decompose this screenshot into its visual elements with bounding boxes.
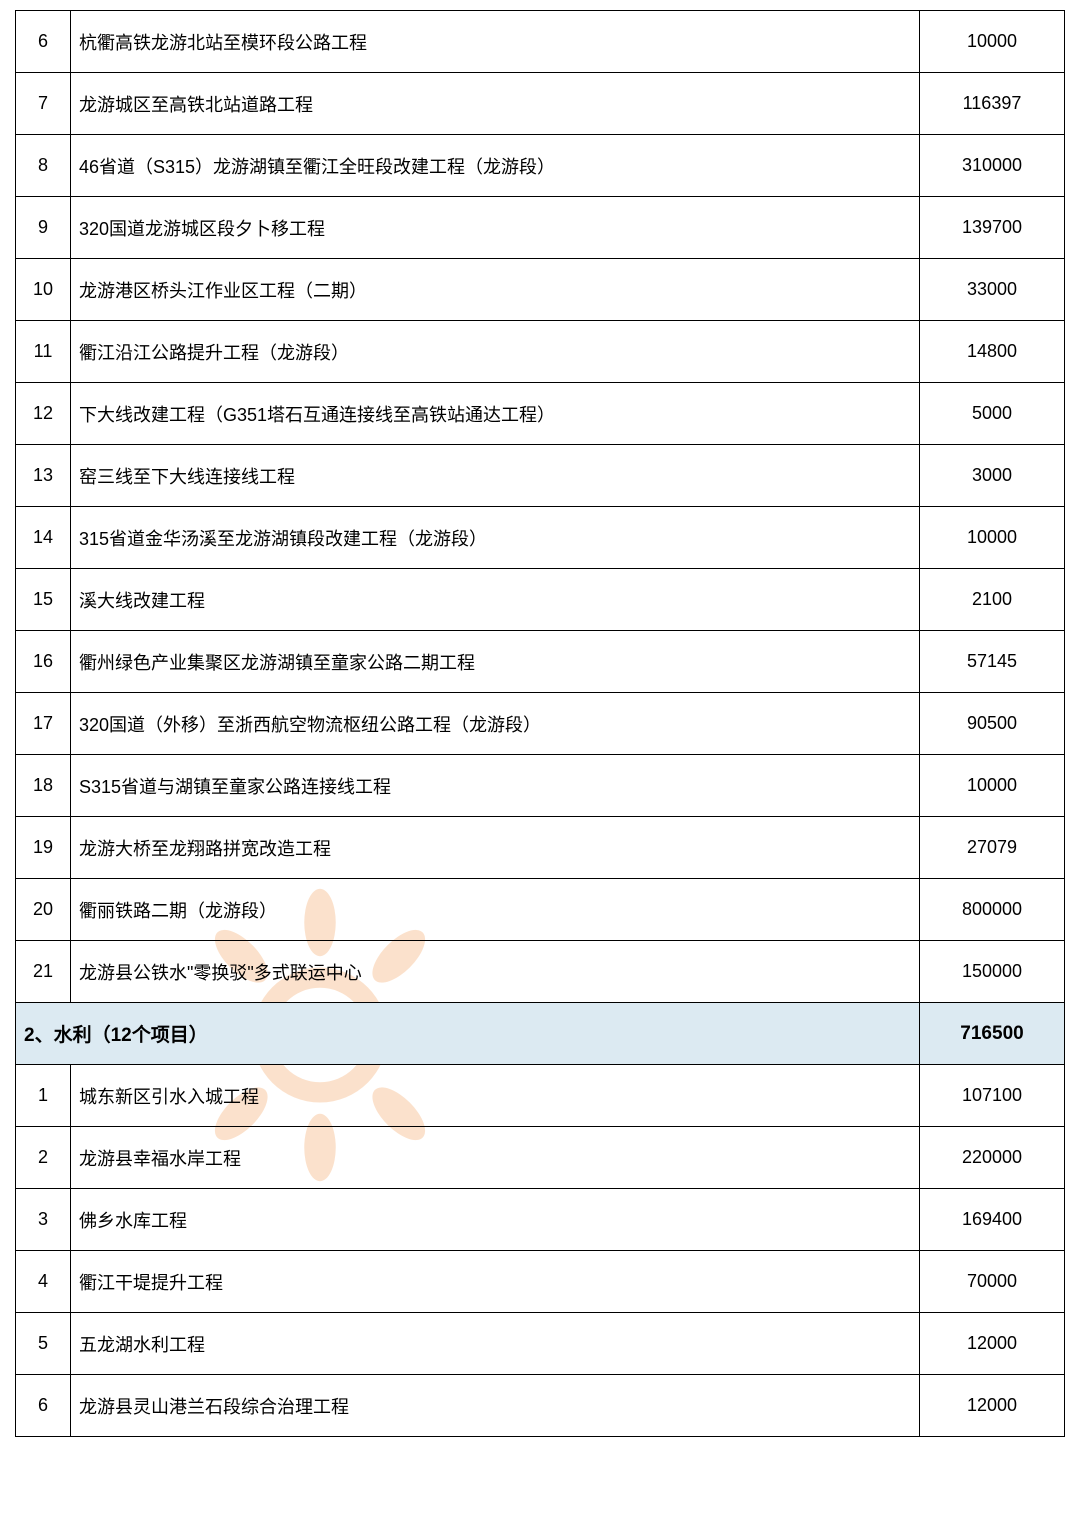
project-value: 2100 [920,569,1065,631]
project-value: 12000 [920,1375,1065,1437]
project-value: 150000 [920,941,1065,1003]
table-row: 18S315省道与湖镇至童家公路连接线工程10000 [16,755,1065,817]
project-name: 315省道金华汤溪至龙游湖镇段改建工程（龙游段） [71,507,920,569]
section-label: 2、水利（12个项目） [16,1003,920,1065]
table-row: 6杭衢高铁龙游北站至模环段公路工程10000 [16,11,1065,73]
project-name: 320国道龙游城区段夕卜移工程 [71,197,920,259]
table-row: 846省道（S315）龙游湖镇至衢江全旺段改建工程（龙游段）310000 [16,135,1065,197]
project-name: 佛乡水库工程 [71,1189,920,1251]
table-row: 17320国道（外移）至浙西航空物流枢纽公路工程（龙游段）90500 [16,693,1065,755]
row-number: 1 [16,1065,71,1127]
row-number: 11 [16,321,71,383]
row-number: 19 [16,817,71,879]
row-number: 12 [16,383,71,445]
project-value: 27079 [920,817,1065,879]
project-name: 溪大线改建工程 [71,569,920,631]
project-name: 龙游城区至高铁北站道路工程 [71,73,920,135]
project-value: 800000 [920,879,1065,941]
table-row: 19龙游大桥至龙翔路拼宽改造工程27079 [16,817,1065,879]
project-name: 衢丽铁路二期（龙游段） [71,879,920,941]
project-value: 10000 [920,507,1065,569]
section-header-row: 2、水利（12个项目）716500 [16,1003,1065,1065]
table-row: 13窑三线至下大线连接线工程3000 [16,445,1065,507]
project-name: 衢江沿江公路提升工程（龙游段） [71,321,920,383]
project-name: 杭衢高铁龙游北站至模环段公路工程 [71,11,920,73]
project-value: 5000 [920,383,1065,445]
project-value: 139700 [920,197,1065,259]
table-row: 14315省道金华汤溪至龙游湖镇段改建工程（龙游段）10000 [16,507,1065,569]
row-number: 5 [16,1313,71,1375]
project-value: 33000 [920,259,1065,321]
project-value: 310000 [920,135,1065,197]
project-name: 下大线改建工程（G351塔石互通连接线至高铁站通达工程） [71,383,920,445]
project-name: 龙游县公铁水"零换驳"多式联运中心 [71,941,920,1003]
project-value: 57145 [920,631,1065,693]
table-row: 9320国道龙游城区段夕卜移工程139700 [16,197,1065,259]
row-number: 8 [16,135,71,197]
project-name: 龙游港区桥头江作业区工程（二期） [71,259,920,321]
project-value: 169400 [920,1189,1065,1251]
row-number: 10 [16,259,71,321]
table-row: 12下大线改建工程（G351塔石互通连接线至高铁站通达工程）5000 [16,383,1065,445]
row-number: 6 [16,11,71,73]
project-value: 12000 [920,1313,1065,1375]
table-row: 16衢州绿色产业集聚区龙游湖镇至童家公路二期工程57145 [16,631,1065,693]
projects-table: 6杭衢高铁龙游北站至模环段公路工程100007龙游城区至高铁北站道路工程1163… [15,10,1065,1437]
project-value: 220000 [920,1127,1065,1189]
table-row: 7龙游城区至高铁北站道路工程116397 [16,73,1065,135]
project-name: 城东新区引水入城工程 [71,1065,920,1127]
row-number: 6 [16,1375,71,1437]
row-number: 13 [16,445,71,507]
row-number: 18 [16,755,71,817]
project-name: 衢州绿色产业集聚区龙游湖镇至童家公路二期工程 [71,631,920,693]
row-number: 16 [16,631,71,693]
project-value: 70000 [920,1251,1065,1313]
project-name: 龙游大桥至龙翔路拼宽改造工程 [71,817,920,879]
row-number: 2 [16,1127,71,1189]
table-row: 2龙游县幸福水岸工程220000 [16,1127,1065,1189]
row-number: 14 [16,507,71,569]
project-name: 龙游县灵山港兰石段综合治理工程 [71,1375,920,1437]
section-value: 716500 [920,1003,1065,1065]
table-row: 11衢江沿江公路提升工程（龙游段）14800 [16,321,1065,383]
row-number: 4 [16,1251,71,1313]
project-name: S315省道与湖镇至童家公路连接线工程 [71,755,920,817]
project-name: 窑三线至下大线连接线工程 [71,445,920,507]
project-value: 10000 [920,755,1065,817]
table-row: 5五龙湖水利工程12000 [16,1313,1065,1375]
table-row: 1城东新区引水入城工程107100 [16,1065,1065,1127]
row-number: 21 [16,941,71,1003]
table-row: 15溪大线改建工程2100 [16,569,1065,631]
project-value: 90500 [920,693,1065,755]
project-value: 10000 [920,11,1065,73]
project-value: 116397 [920,73,1065,135]
row-number: 9 [16,197,71,259]
row-number: 20 [16,879,71,941]
project-name: 320国道（外移）至浙西航空物流枢纽公路工程（龙游段） [71,693,920,755]
project-name: 龙游县幸福水岸工程 [71,1127,920,1189]
project-value: 14800 [920,321,1065,383]
project-name: 46省道（S315）龙游湖镇至衢江全旺段改建工程（龙游段） [71,135,920,197]
row-number: 15 [16,569,71,631]
table-row: 20衢丽铁路二期（龙游段）800000 [16,879,1065,941]
table-row: 6龙游县灵山港兰石段综合治理工程12000 [16,1375,1065,1437]
table-row: 10龙游港区桥头江作业区工程（二期）33000 [16,259,1065,321]
table-row: 4衢江干堤提升工程70000 [16,1251,1065,1313]
row-number: 3 [16,1189,71,1251]
row-number: 7 [16,73,71,135]
table-row: 3佛乡水库工程169400 [16,1189,1065,1251]
project-value: 3000 [920,445,1065,507]
project-name: 衢江干堤提升工程 [71,1251,920,1313]
table-row: 21龙游县公铁水"零换驳"多式联运中心150000 [16,941,1065,1003]
project-name: 五龙湖水利工程 [71,1313,920,1375]
row-number: 17 [16,693,71,755]
project-value: 107100 [920,1065,1065,1127]
